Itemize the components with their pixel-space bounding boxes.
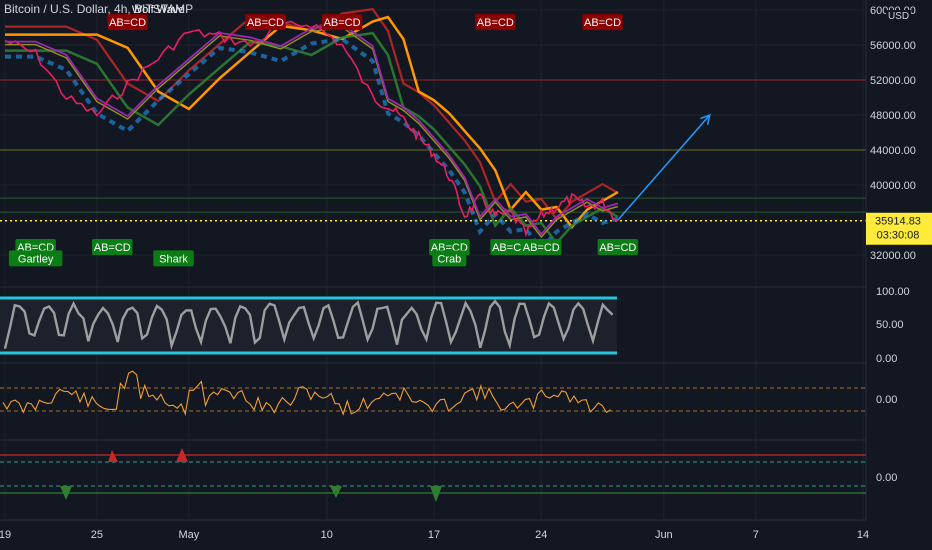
time-axis-label[interactable]: 14	[857, 529, 869, 541]
price-line	[4, 20, 619, 238]
price-axis-label[interactable]: 52000.00	[870, 75, 916, 87]
indicator-panes: 100.00 50.00 0.00 0.00 0.00	[0, 0, 910, 521]
moving-average-purple	[5, 23, 619, 236]
currency-label[interactable]: USD	[886, 10, 912, 23]
horizontal-levels	[0, 79, 866, 222]
price-axis-label[interactable]: 48000.00	[870, 110, 916, 122]
last-price-badge: 35914.83 03:30:08	[866, 212, 932, 245]
moving-average-orange	[5, 15, 619, 230]
time-axis[interactable]: 19 25 May 10 17 24 Jun 7 14	[0, 529, 869, 541]
pattern-label-box	[432, 250, 467, 267]
price-badge-value: 35914.83	[875, 216, 921, 228]
oscillator-axis-label: 0.00	[876, 353, 897, 365]
oscillator2-axis-label: 0.00	[876, 394, 897, 406]
pattern-label: Shark	[159, 253, 188, 265]
price-axis-label[interactable]: 44000.00	[870, 145, 916, 157]
pattern-label: AB=CD	[324, 17, 361, 29]
pattern-label-box	[597, 239, 639, 255]
price-series	[4, 20, 619, 238]
price-axis-label[interactable]: 56000.00	[870, 40, 916, 52]
forecast-arrow[interactable]	[617, 113, 711, 221]
time-axis-label[interactable]: 7	[753, 529, 759, 541]
time-axis-label[interactable]: 25	[91, 529, 103, 541]
pattern-label: AB=CD	[477, 17, 514, 29]
pattern-label-box	[107, 14, 148, 31]
price-badge-box	[866, 212, 932, 245]
pattern-label: AB=CD	[109, 17, 146, 29]
oscillator3-axis-label: 0.00	[876, 472, 897, 484]
pattern-label-box	[8, 250, 63, 267]
pattern-label-box	[582, 14, 623, 31]
price-axis-label[interactable]: 32000.00	[870, 250, 916, 262]
oscillator-axis-label: 100.00	[876, 286, 910, 298]
time-axis-label[interactable]: 10	[321, 529, 333, 541]
oscillator-line	[3, 299, 614, 351]
time-axis-label[interactable]: 17	[428, 529, 440, 541]
chart-title: Bitcoin / U.S. Dollar, 4h, BITSTAMP	[4, 2, 194, 16]
pattern-label: AB=CD	[523, 242, 560, 254]
pattern-label: Wolf Wave	[132, 4, 185, 16]
pattern-label-box	[92, 239, 133, 255]
pattern-label-box	[490, 239, 531, 255]
pattern-label: AB=CD	[599, 242, 636, 254]
pattern-label: AB=CD	[94, 242, 131, 254]
time-axis-label[interactable]: 19	[0, 529, 11, 541]
pattern-label-box	[245, 14, 286, 31]
forecast-arrow-head[interactable]	[700, 113, 711, 125]
osc3-red-peaks	[108, 448, 188, 462]
time-axis-label[interactable]: May	[178, 529, 199, 541]
pattern-label-box	[153, 250, 194, 267]
pattern-label-box	[321, 14, 363, 31]
pattern-label: AB=CD	[584, 17, 621, 29]
price-badge-countdown: 03:30:08	[877, 230, 920, 242]
pattern-label-box	[521, 239, 562, 255]
pattern-label: AB=CD	[492, 242, 529, 254]
moving-average-olive	[5, 26, 619, 239]
price-axis-label[interactable]: 40000.00	[870, 180, 916, 192]
pattern-label: Crab	[437, 253, 461, 265]
pattern-label: Gartley	[18, 253, 54, 265]
oscillator-axis-label: 50.00	[876, 319, 904, 331]
oscillator2-line	[2, 370, 611, 417]
pattern-label: AB=CD	[247, 17, 284, 29]
time-axis-label[interactable]: Jun	[655, 529, 673, 541]
time-axis-label[interactable]: 24	[535, 529, 547, 541]
trend-dots-blue	[5, 37, 619, 253]
forecast-arrow-line[interactable]	[617, 114, 711, 221]
pattern-label-box	[475, 14, 516, 31]
